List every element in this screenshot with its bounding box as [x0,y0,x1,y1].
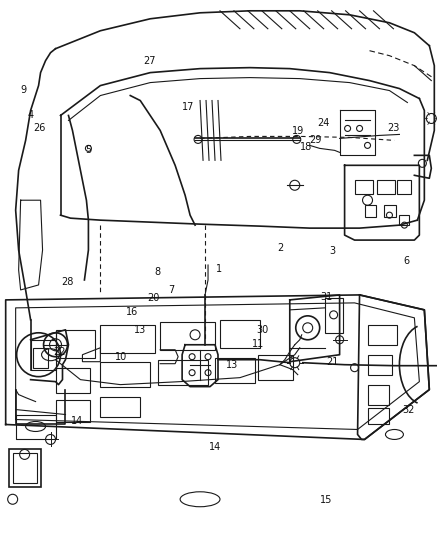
Text: 31: 31 [320,292,332,302]
Text: 17: 17 [182,102,194,112]
Text: 32: 32 [403,405,415,415]
Bar [56,400,90,422]
Text: 27: 27 [143,56,155,66]
Text: 14: 14 [71,416,83,425]
Bar [364,205,377,217]
Bar [258,355,293,379]
Text: 5: 5 [85,144,91,155]
Text: 13: 13 [226,360,238,370]
Text: 13: 13 [134,325,147,335]
Bar [355,180,372,194]
Text: 24: 24 [318,118,330,128]
Text: 4: 4 [27,110,33,120]
Text: 6: 6 [404,256,410,266]
Bar [367,325,397,345]
Bar [56,368,90,393]
Bar [158,360,208,385]
Text: 29: 29 [309,135,321,145]
Text: 8: 8 [155,267,161,277]
Text: 16: 16 [126,306,138,317]
Bar [397,180,411,194]
Bar [13,454,37,483]
Bar [399,215,410,225]
Bar [100,325,155,353]
Bar [367,355,392,375]
Bar [378,180,396,194]
Bar [220,320,260,348]
Bar [100,362,150,386]
Bar [32,348,48,368]
Text: 23: 23 [388,123,400,133]
Text: 10: 10 [115,352,127,362]
Bar [325,298,343,333]
Bar [100,397,140,416]
Text: 28: 28 [61,278,73,287]
Text: 30: 30 [257,325,269,335]
Text: 19: 19 [291,126,304,136]
Text: 7: 7 [168,285,174,295]
Bar [367,408,389,424]
Bar [9,449,41,487]
Bar [56,330,95,358]
Bar [367,385,389,405]
Text: 26: 26 [33,123,45,133]
Text: 15: 15 [320,495,332,505]
Bar [215,358,255,383]
Text: 1: 1 [216,264,222,274]
Text: 2: 2 [277,243,283,253]
Bar [160,322,215,350]
Text: 21: 21 [326,357,339,367]
Text: 14: 14 [208,442,221,452]
Text: 22: 22 [53,346,66,357]
Text: 20: 20 [147,293,160,303]
Text: 9: 9 [20,85,26,95]
Bar [385,205,396,217]
Text: 11: 11 [252,338,265,349]
Text: 3: 3 [329,246,336,255]
Text: 18: 18 [300,142,312,152]
